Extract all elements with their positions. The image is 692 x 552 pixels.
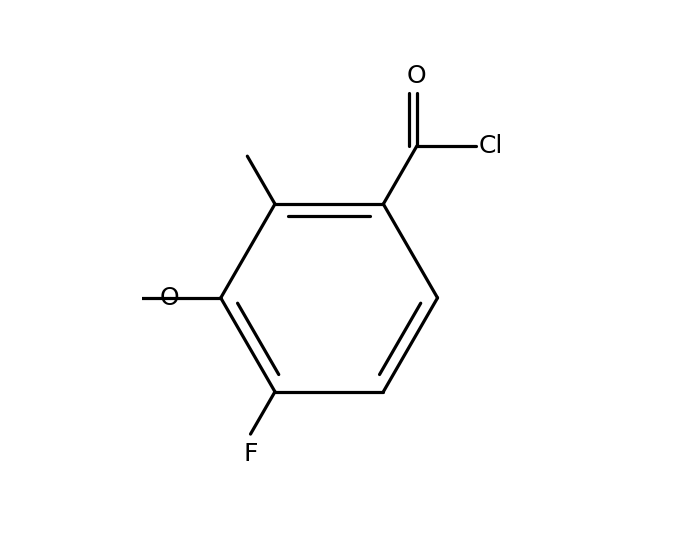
Text: O: O [407,63,427,88]
Text: Cl: Cl [479,134,503,158]
Text: F: F [244,442,257,466]
Text: O: O [160,286,179,310]
